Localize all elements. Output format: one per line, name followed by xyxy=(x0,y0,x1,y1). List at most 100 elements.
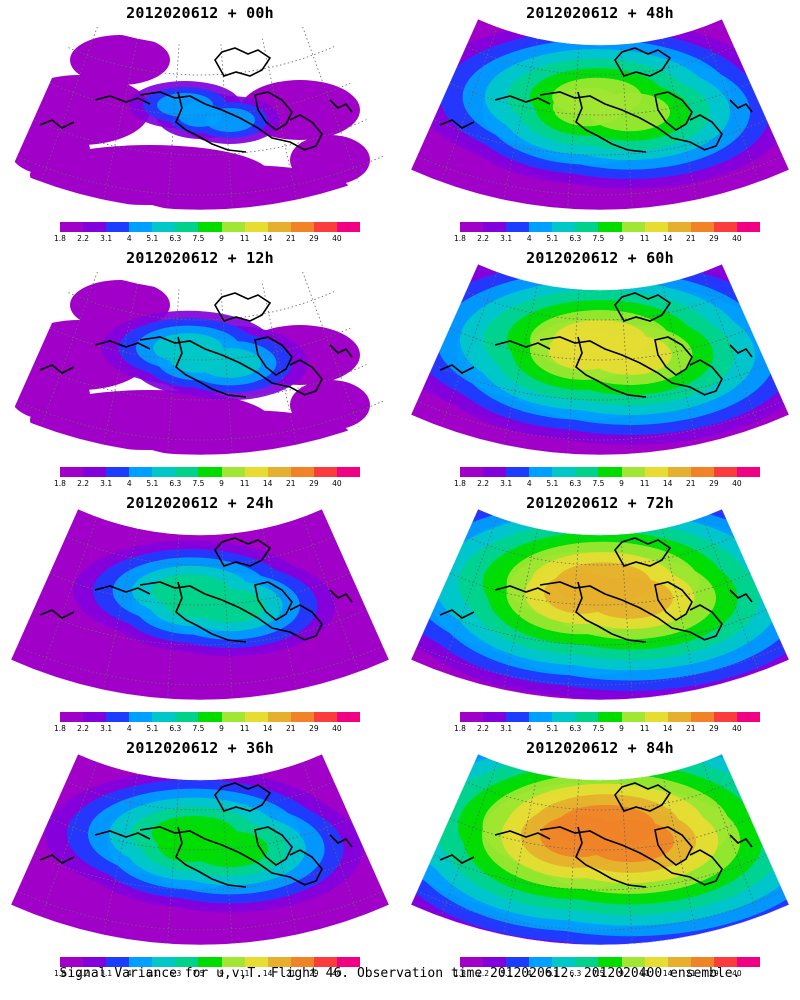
colorbar-tick-label: 7.5 xyxy=(192,969,205,978)
colorbar-swatch xyxy=(713,957,737,967)
colorbar-tick-label: 7.5 xyxy=(592,969,605,978)
colorbar-tick-label: 21 xyxy=(285,969,296,978)
colorbar-tick-label: 14 xyxy=(262,724,273,733)
colorbar-tick-label: 14 xyxy=(262,969,273,978)
colorbar-swatch xyxy=(198,467,222,477)
colorbar-tick-label: 29 xyxy=(709,724,719,733)
colorbar-swatch xyxy=(529,957,553,967)
colorbar-tick-label: 4 xyxy=(126,234,132,243)
colorbar-tick-label: 6.3 xyxy=(169,479,182,488)
colorbar-swatch xyxy=(644,222,668,232)
colorbar-tick-label: 6.3 xyxy=(169,969,182,978)
colorbar xyxy=(460,957,761,967)
colorbar-swatch xyxy=(575,467,599,477)
colorbar-labels: 1.8 2.2 3.1 4 5.1 6.3 7.5 9 11 14 21 29 40 xyxy=(454,234,760,244)
colorbar-swatch xyxy=(690,467,714,477)
colorbar-tick-label: 1.8 xyxy=(454,479,466,488)
colorbar-swatch xyxy=(529,467,553,477)
colorbar-swatch xyxy=(336,467,361,477)
colorbar-swatch xyxy=(552,222,576,232)
colorbar-tick-label: 3.1 xyxy=(500,724,513,733)
colorbar-swatch xyxy=(336,222,361,232)
colorbar-swatch xyxy=(290,712,314,722)
variance-map xyxy=(10,508,390,701)
colorbar-tick-label: 40 xyxy=(732,724,742,733)
colorbar-swatch xyxy=(529,222,553,232)
colorbar-swatch xyxy=(336,957,361,967)
colorbar-swatch xyxy=(667,467,691,477)
colorbar-tick-label: 4 xyxy=(526,724,532,733)
colorbar-tick-label: 3.1 xyxy=(100,234,113,243)
colorbar-swatch xyxy=(690,712,714,722)
colorbar-tick-label: 5.1 xyxy=(546,234,559,243)
colorbar-tick-label: 9 xyxy=(619,969,624,978)
colorbar-tick-label: 5.1 xyxy=(146,969,159,978)
colorbar xyxy=(60,712,361,722)
colorbar-swatch xyxy=(713,467,737,477)
colorbar-tick-label: 7.5 xyxy=(192,724,205,733)
colorbar-swatch xyxy=(313,467,337,477)
colorbar-tick-label: 21 xyxy=(285,724,296,733)
colorbar-swatch xyxy=(267,467,291,477)
colorbar-tick-label: 9 xyxy=(619,234,624,243)
colorbar-swatch xyxy=(598,712,622,722)
colorbar-tick-label: 5.1 xyxy=(546,969,559,978)
colorbar-swatch xyxy=(336,712,361,722)
panel-title: 2012020612 + 84h xyxy=(526,739,674,757)
forecast-panel: 2012020612 + 36h 1.8 2.2 3.1 4 5.1 6.3 7.5 9 11 14… xyxy=(0,735,400,980)
colorbar-tick-label: 14 xyxy=(662,969,673,978)
colorbar-swatch xyxy=(175,222,199,232)
colorbar-tick-label: 2.2 xyxy=(477,724,490,733)
colorbar-swatch xyxy=(129,467,153,477)
colorbar-swatch xyxy=(483,957,507,967)
colorbar-swatch xyxy=(221,467,245,477)
colorbar-tick-label: 3.1 xyxy=(100,479,113,488)
colorbar-labels: 1.8 2.2 3.1 4 5.1 6.3 7.5 9 11 14 21 29 40 xyxy=(454,724,760,734)
colorbar-swatch xyxy=(60,222,84,232)
colorbar-swatch xyxy=(313,222,337,232)
colorbar-tick-label: 4 xyxy=(126,724,132,733)
colorbar-tick-label: 21 xyxy=(685,479,696,488)
colorbar-tick-label: 3.1 xyxy=(100,969,113,978)
colorbar-tick-label: 14 xyxy=(262,234,273,243)
colorbar-swatch xyxy=(575,712,599,722)
colorbar-swatch xyxy=(83,222,107,232)
colorbar-swatch xyxy=(313,712,337,722)
variance-map xyxy=(410,18,790,211)
colorbar-swatch xyxy=(621,467,645,477)
colorbar-tick-label: 7.5 xyxy=(192,234,205,243)
colorbar-tick-label: 7.5 xyxy=(592,479,605,488)
colorbar-labels: 1.8 2.2 3.1 4 5.1 6.3 7.5 9 11 14 21 29 40 xyxy=(54,479,360,489)
colorbar-swatch xyxy=(598,957,622,967)
colorbar-swatch xyxy=(244,222,268,232)
panel-title: 2012020612 + 24h xyxy=(126,494,274,512)
colorbar-swatch xyxy=(644,467,668,477)
colorbar-swatch xyxy=(129,222,153,232)
colorbar-tick-label: 6.3 xyxy=(169,234,182,243)
colorbar-swatch xyxy=(60,957,84,967)
colorbar-swatch xyxy=(483,222,507,232)
colorbar-tick-label: 14 xyxy=(662,479,673,488)
colorbar-swatch xyxy=(621,712,645,722)
colorbar-tick-label: 2.2 xyxy=(77,724,90,733)
colorbar-swatch xyxy=(267,222,291,232)
colorbar-swatch xyxy=(152,957,176,967)
colorbar-swatch xyxy=(198,957,222,967)
colorbar-swatch xyxy=(106,222,130,232)
forecast-panel: 2012020612 + 84h 1.8 2.2 3.1 4 5.1 6.3 7.5 9 11 14… xyxy=(400,735,800,980)
colorbar-swatch xyxy=(506,222,530,232)
colorbar-tick-label: 1.8 xyxy=(54,969,66,978)
colorbar-swatch xyxy=(221,712,245,722)
colorbar-tick-label: 7.5 xyxy=(192,479,205,488)
colorbar-swatch xyxy=(736,957,761,967)
colorbar-swatch xyxy=(83,467,107,477)
colorbar-swatch xyxy=(152,467,176,477)
panel-title: 2012020612 + 36h xyxy=(126,739,274,757)
colorbar-swatch xyxy=(690,957,714,967)
colorbar-tick-label: 11 xyxy=(639,969,650,978)
colorbar-tick-label: 21 xyxy=(285,234,296,243)
forecast-panel: 2012020612 + 60h 1.8 2.2 3.1 4 5.1 6.3 7.5 9 11 14… xyxy=(400,245,800,490)
colorbar-tick-label: 9 xyxy=(219,479,224,488)
colorbar-swatch xyxy=(506,712,530,722)
colorbar-swatch xyxy=(60,467,84,477)
